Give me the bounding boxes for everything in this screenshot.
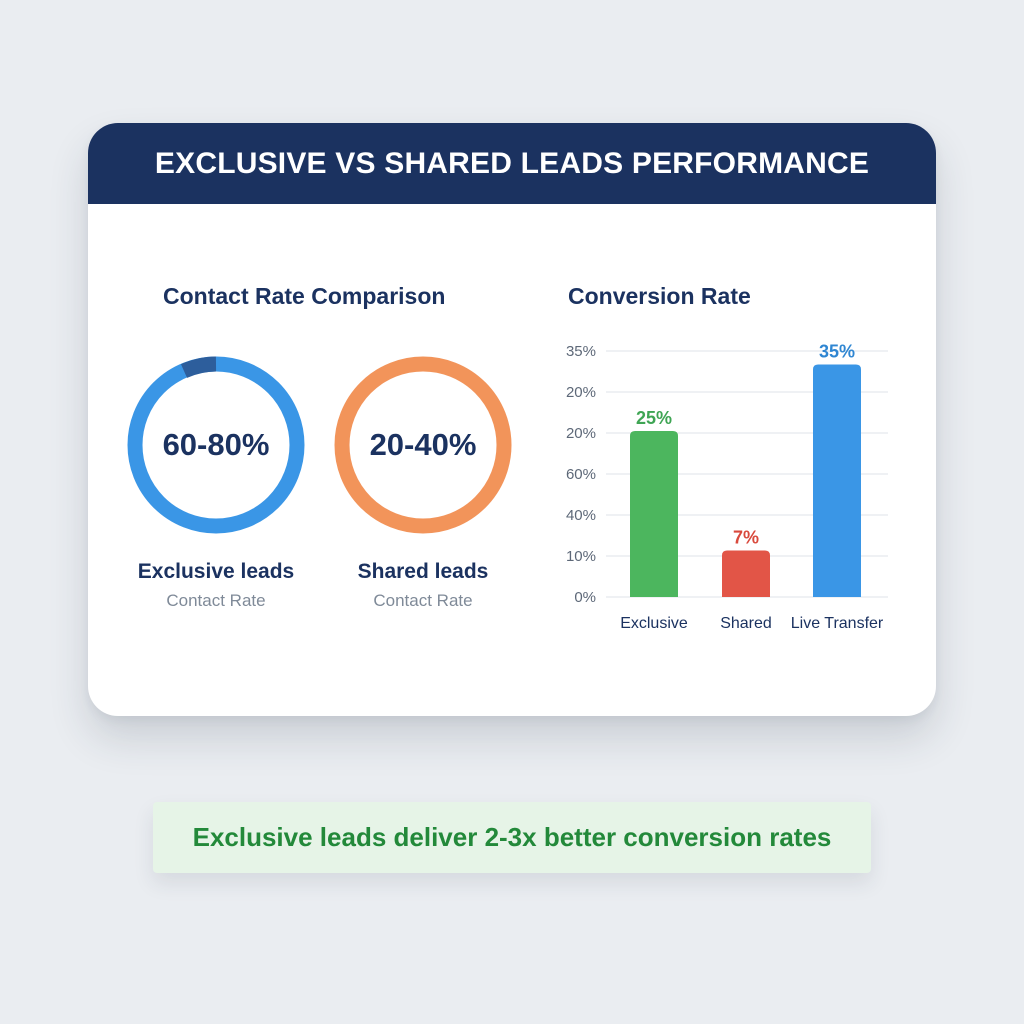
- y-tick-label: 20%: [566, 425, 596, 442]
- y-tick-label: 20%: [566, 384, 596, 401]
- shared-contact-sublabel: Contact Rate: [373, 591, 473, 610]
- shared-contact-value: 20-40%: [369, 427, 477, 462]
- summary-banner-text: Exclusive leads deliver 2-3x better conv…: [192, 822, 832, 852]
- shared-contact-ring: 20-40%: [332, 354, 514, 536]
- x-category-label: Live Transfer: [791, 615, 884, 632]
- exclusive-contact-sublabel: Contact Rate: [166, 591, 266, 610]
- y-tick-label: 40%: [566, 507, 596, 524]
- summary-banner: Exclusive leads deliver 2-3x better conv…: [153, 802, 871, 873]
- x-category-label: Shared: [720, 615, 772, 632]
- exclusive-contact-ring: 60-80%: [125, 354, 307, 536]
- exclusive-contact-value: 60-80%: [162, 427, 270, 462]
- shared-ring-track: [334, 356, 512, 534]
- conversion-rate-title: Conversion Rate: [568, 283, 751, 309]
- bar-live-transfer: [813, 364, 861, 597]
- bar-value-label: 25%: [636, 408, 672, 428]
- exclusive-leads-label: Exclusive leads: [137, 560, 295, 583]
- shared-leads-label: Shared leads: [357, 560, 489, 583]
- conversion-rate-chart: 35% 20% 20% 60% 40% 10% 0% 25% Exclusive 7% Shared…: [566, 342, 888, 632]
- card-header: EXCLUSIVE VS SHARED LEADS PERFORMANCE: [88, 123, 936, 204]
- y-tick-label: 35%: [566, 343, 596, 360]
- bar-shared: [722, 550, 770, 597]
- y-tick-label: 10%: [566, 548, 596, 565]
- y-tick-label: 0%: [574, 589, 596, 606]
- x-category-label: Exclusive: [620, 615, 688, 632]
- bar-exclusive: [630, 430, 678, 597]
- exclusive-ring-graphic: [127, 356, 305, 534]
- bar-value-label: 7%: [733, 528, 759, 548]
- contact-rate-title: Contact Rate Comparison: [163, 283, 446, 309]
- performance-card: EXCLUSIVE VS SHARED LEADS PERFORMANCE Co…: [88, 123, 936, 716]
- bar-value-label: 35%: [819, 342, 855, 362]
- y-tick-label: 60%: [566, 466, 596, 483]
- shared-ring-graphic: [334, 356, 512, 534]
- card-title: EXCLUSIVE VS SHARED LEADS PERFORMANCE: [154, 146, 870, 180]
- exclusive-ring-accent: [180, 356, 217, 378]
